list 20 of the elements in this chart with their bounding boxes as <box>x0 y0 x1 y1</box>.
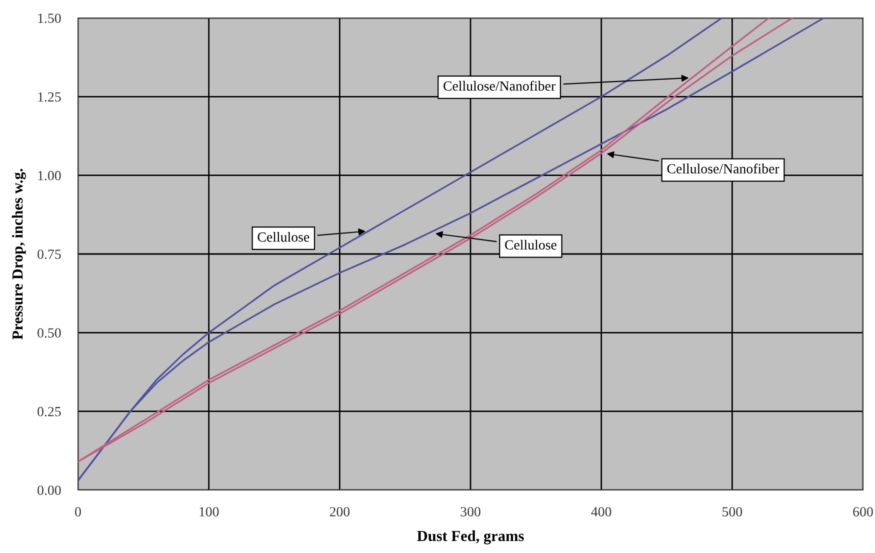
x-axis-title: Dust Fed, grams <box>417 530 524 544</box>
y-tick-label: 0.50 <box>38 328 61 338</box>
x-tick-label: 100 <box>200 507 219 516</box>
annotation: Cellulose <box>258 232 310 242</box>
annotation: Cellulose/Nanofiber <box>667 164 780 174</box>
y-axis-title: Pressure Drop, inches w.g. <box>12 168 26 340</box>
x-tick-label: 500 <box>722 507 742 516</box>
y-tick-label: 0.25 <box>38 406 61 416</box>
y-tick-label: 1.25 <box>38 92 61 102</box>
x-tick-label: 400 <box>591 507 612 516</box>
x-tick-label: 0 <box>75 507 81 516</box>
x-tick-label: 300 <box>460 507 480 516</box>
annotation: Cellulose/Nanofiber <box>444 80 556 91</box>
y-tick-label: 0.75 <box>38 250 61 260</box>
y-tick-label: 1.50 <box>38 14 61 24</box>
x-tick-label: 600 <box>853 507 873 516</box>
x-tick-label: 200 <box>330 507 350 516</box>
annotation: Cellulose <box>505 240 556 250</box>
y-tick-label: 0.00 <box>38 486 61 496</box>
y-tick-label: 1.00 <box>38 170 61 180</box>
